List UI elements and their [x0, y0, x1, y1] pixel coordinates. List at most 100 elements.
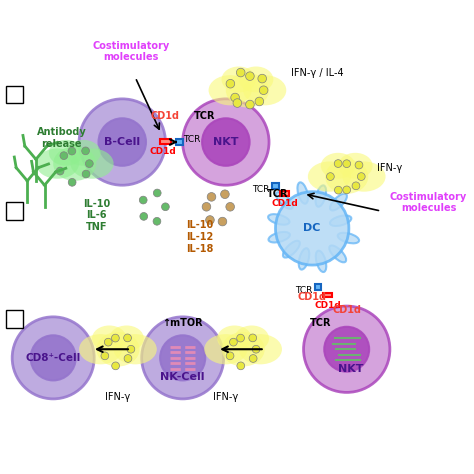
Circle shape [249, 334, 256, 342]
Circle shape [112, 362, 119, 370]
Ellipse shape [209, 75, 252, 105]
Circle shape [352, 182, 360, 190]
Ellipse shape [71, 148, 114, 179]
Circle shape [160, 335, 205, 381]
Circle shape [258, 74, 266, 83]
Ellipse shape [221, 66, 256, 92]
Circle shape [202, 202, 211, 211]
Ellipse shape [114, 334, 157, 365]
Ellipse shape [329, 246, 346, 262]
Ellipse shape [96, 332, 139, 366]
Ellipse shape [79, 334, 122, 365]
Circle shape [56, 167, 64, 175]
Circle shape [237, 68, 245, 77]
Circle shape [259, 86, 268, 94]
Ellipse shape [299, 248, 309, 270]
FancyBboxPatch shape [6, 202, 23, 220]
Circle shape [343, 160, 351, 168]
Text: Costimulatory
molecules: Costimulatory molecules [390, 191, 467, 213]
Ellipse shape [217, 326, 252, 351]
FancyBboxPatch shape [176, 138, 182, 145]
Circle shape [229, 338, 237, 346]
Text: Costimulatory
molecules: Costimulatory molecules [92, 41, 170, 62]
Text: NKT: NKT [338, 364, 364, 374]
Circle shape [226, 202, 235, 211]
Text: NKT: NKT [213, 137, 238, 147]
Text: TCR: TCR [310, 319, 332, 328]
Ellipse shape [325, 159, 368, 194]
Text: IFN-γ: IFN-γ [213, 392, 238, 401]
Circle shape [202, 118, 250, 166]
FancyBboxPatch shape [160, 139, 171, 144]
Circle shape [334, 160, 342, 167]
Circle shape [324, 327, 369, 372]
Text: NK-Cell: NK-Cell [160, 372, 205, 383]
Text: IL-10
IL-6
TNF: IL-10 IL-6 TNF [83, 199, 110, 232]
Ellipse shape [49, 140, 83, 166]
FancyBboxPatch shape [272, 183, 279, 189]
Text: CD8⁺-Cell: CD8⁺-Cell [26, 353, 81, 363]
Circle shape [142, 317, 224, 399]
Circle shape [101, 352, 109, 360]
Circle shape [162, 203, 169, 210]
Circle shape [182, 99, 269, 185]
Circle shape [111, 334, 119, 342]
Text: IFN-γ / IL-4: IFN-γ / IL-4 [291, 68, 343, 78]
Text: IFN-γ: IFN-γ [105, 392, 130, 401]
Circle shape [140, 212, 147, 220]
Circle shape [233, 99, 242, 107]
Circle shape [226, 352, 234, 360]
Circle shape [303, 306, 390, 392]
Circle shape [82, 147, 90, 155]
Text: CD1d: CD1d [151, 111, 180, 121]
Circle shape [82, 170, 90, 178]
Ellipse shape [239, 334, 282, 365]
Circle shape [252, 346, 260, 353]
Text: IFN-γ: IFN-γ [377, 163, 402, 173]
Circle shape [124, 334, 131, 342]
Circle shape [12, 317, 94, 399]
Text: TCR: TCR [295, 286, 312, 295]
Circle shape [139, 196, 147, 204]
Ellipse shape [276, 192, 293, 209]
Text: CD1d: CD1d [298, 292, 327, 302]
Ellipse shape [342, 162, 385, 191]
FancyBboxPatch shape [280, 191, 289, 196]
Circle shape [68, 147, 76, 155]
Ellipse shape [243, 75, 286, 105]
Circle shape [153, 218, 161, 225]
Ellipse shape [92, 326, 127, 351]
Ellipse shape [235, 326, 269, 351]
Text: CD1d: CD1d [314, 301, 341, 310]
Text: DC: DC [303, 223, 321, 233]
Circle shape [237, 334, 245, 342]
Ellipse shape [298, 182, 308, 204]
Ellipse shape [268, 232, 290, 243]
Ellipse shape [53, 146, 96, 181]
Circle shape [327, 173, 334, 181]
Text: TCR: TCR [193, 111, 215, 121]
Circle shape [335, 186, 342, 194]
Text: CD1d: CD1d [332, 305, 361, 315]
Ellipse shape [109, 326, 144, 351]
Ellipse shape [316, 185, 326, 207]
Ellipse shape [330, 216, 351, 226]
Ellipse shape [321, 153, 356, 179]
Circle shape [218, 217, 227, 226]
Circle shape [255, 97, 264, 106]
Circle shape [154, 189, 161, 197]
FancyBboxPatch shape [323, 292, 332, 297]
Ellipse shape [337, 233, 359, 243]
Circle shape [60, 152, 68, 160]
Ellipse shape [316, 251, 326, 272]
Text: TCR: TCR [253, 185, 270, 194]
Circle shape [355, 161, 363, 169]
Text: Antibody
release: Antibody release [37, 127, 87, 148]
Circle shape [246, 100, 254, 109]
Ellipse shape [268, 214, 290, 225]
Circle shape [237, 362, 245, 370]
Text: IL-10
IL-12
IL-18: IL-10 IL-12 IL-18 [186, 220, 214, 254]
Ellipse shape [283, 241, 300, 257]
Ellipse shape [308, 162, 351, 191]
Circle shape [207, 192, 216, 201]
